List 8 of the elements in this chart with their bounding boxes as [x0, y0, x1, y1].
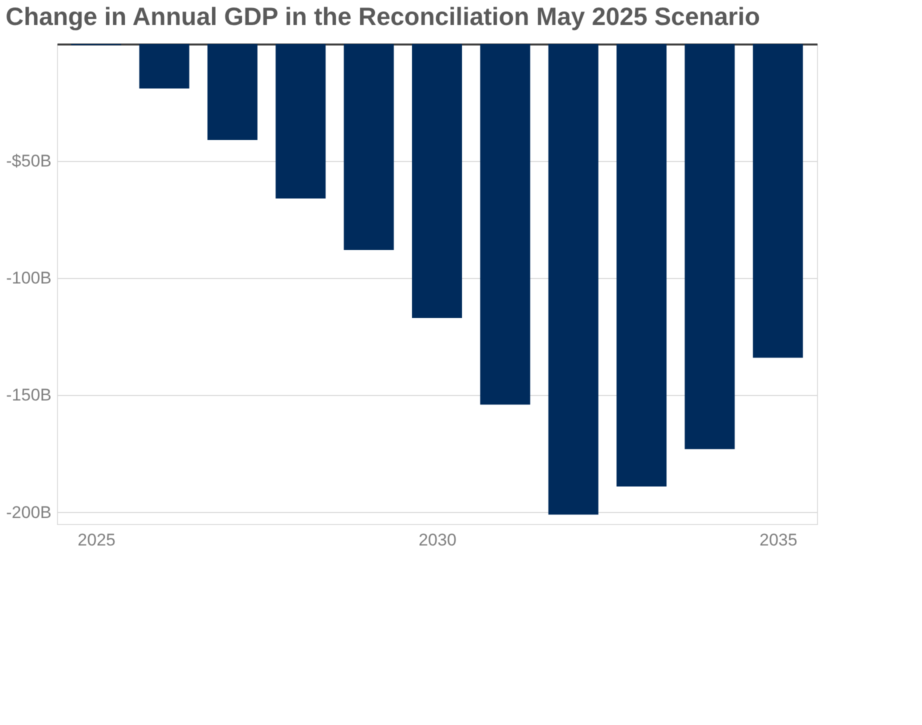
y-tick-label: -$50B — [6, 152, 52, 171]
y-tick-label: -150B — [6, 386, 52, 405]
x-tick-label: 2025 — [78, 530, 116, 550]
x-tick-label: 2035 — [759, 530, 798, 550]
x-tick-label: 2030 — [418, 530, 456, 550]
y-tick-label: -200B — [6, 502, 52, 522]
chart-title: Change in Annual GDP in the Reconciliation May 2025 Scenario — [6, 3, 760, 31]
y-tick-label: -100B — [6, 268, 52, 288]
